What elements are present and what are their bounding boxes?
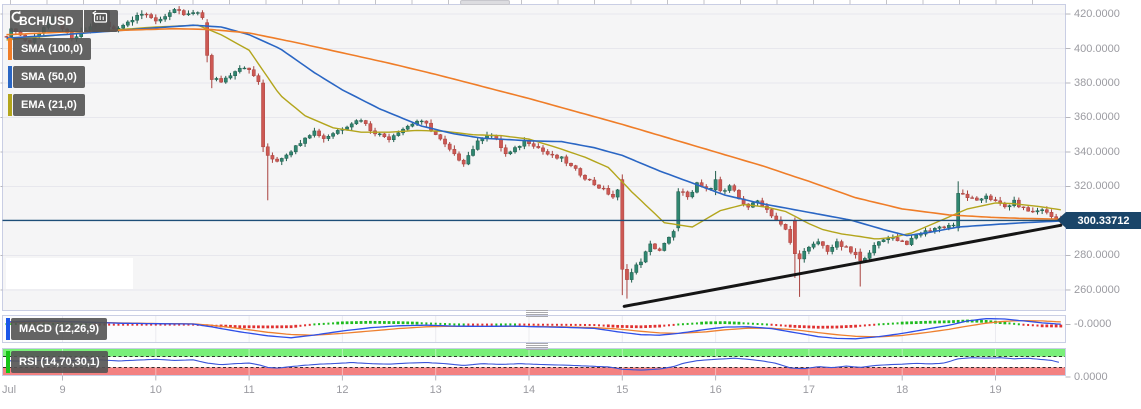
axis-ticks [62, 13, 1071, 381]
watermark-placeholder [6, 258, 133, 289]
trendline [622, 223, 1063, 308]
x-axis-day-label: 18 [896, 384, 909, 396]
legend-sma100[interactable]: SMA (100,0) [8, 38, 91, 60]
time-scrollbar-thumb[interactable] [460, 0, 510, 5]
symbol-badge: BCH/USD [10, 10, 110, 32]
rsi-color-bar [6, 351, 10, 373]
candlestick-series [4, 6, 1063, 299]
macd-axis-label: -0.0000 [1074, 318, 1112, 330]
macd-line [6, 318, 1061, 340]
y-axis-label: 280.0000 [1074, 249, 1120, 262]
y-axis-label: 420.0000 [1074, 8, 1120, 21]
x-axis-day-label: 12 [336, 384, 349, 396]
sma100-color-bar [8, 38, 12, 60]
divider [82, 10, 84, 32]
rsi-level-lines [3, 356, 1065, 368]
x-axis-day-label: 17 [802, 384, 816, 396]
x-axis-day-label: 16 [709, 384, 722, 396]
last-price-badge: 300.33712 [1057, 212, 1141, 229]
legend-rsi[interactable]: RSI (14,70,30,1) [6, 351, 108, 373]
y-axis-label: 320.0000 [1074, 180, 1120, 193]
sma50-line [6, 24, 1061, 237]
x-axis-day-label: 10 [149, 384, 162, 396]
gridlines [0, 13, 1065, 375]
rsi-label: RSI (14,70,30,1) [11, 351, 108, 373]
x-axis-day-label: 14 [522, 384, 536, 396]
ema21-color-bar [8, 94, 12, 116]
pane-divider-macd[interactable] [526, 310, 548, 317]
pane-divider-rsi[interactable] [526, 343, 548, 350]
legend-macd[interactable]: MACD (12,26,9) [6, 318, 108, 340]
y-axis-label: 340.0000 [1074, 145, 1120, 158]
y-axis-label: 380.0000 [1074, 77, 1120, 89]
sma100-label: SMA (100,0) [13, 38, 91, 60]
symbol-label: BCH/USD [19, 14, 74, 28]
sma50-color-bar [8, 66, 12, 88]
sma50-label: SMA (50,0) [13, 66, 85, 88]
x-axis-month-label: Jul [2, 384, 17, 396]
x-axis-day-label: 13 [429, 384, 442, 396]
y-axis-label: 260.0000 [1074, 283, 1120, 296]
x-axis-day-label: 11 [243, 384, 255, 396]
y-axis-label: 360.0000 [1074, 111, 1120, 124]
legend-sma50[interactable]: SMA (50,0) [8, 66, 85, 88]
legend-ema21[interactable]: EMA (21,0) [8, 94, 85, 116]
sma100-line [6, 27, 1061, 221]
x-axis-day-label: 19 [989, 384, 1002, 396]
ema21-label: EMA (21,0) [13, 94, 85, 116]
rsi-line [6, 357, 1060, 371]
x-axis-day-label: 15 [616, 384, 629, 396]
measure-tool-button[interactable] [92, 10, 118, 32]
macd-label: MACD (12,26,9) [11, 318, 108, 340]
macd-histogram [5, 319, 1063, 329]
panel-backgrounds [2, 4, 1066, 376]
y-axis-label: 400.0000 [1074, 42, 1120, 55]
top-time-ticks [10, 0, 1033, 5]
x-axis-day-label: 9 [59, 384, 66, 396]
macd-color-bar [6, 318, 10, 340]
refresh-button[interactable] [11, 10, 110, 32]
rsi-axis-label: 0.0000 [1074, 371, 1108, 383]
